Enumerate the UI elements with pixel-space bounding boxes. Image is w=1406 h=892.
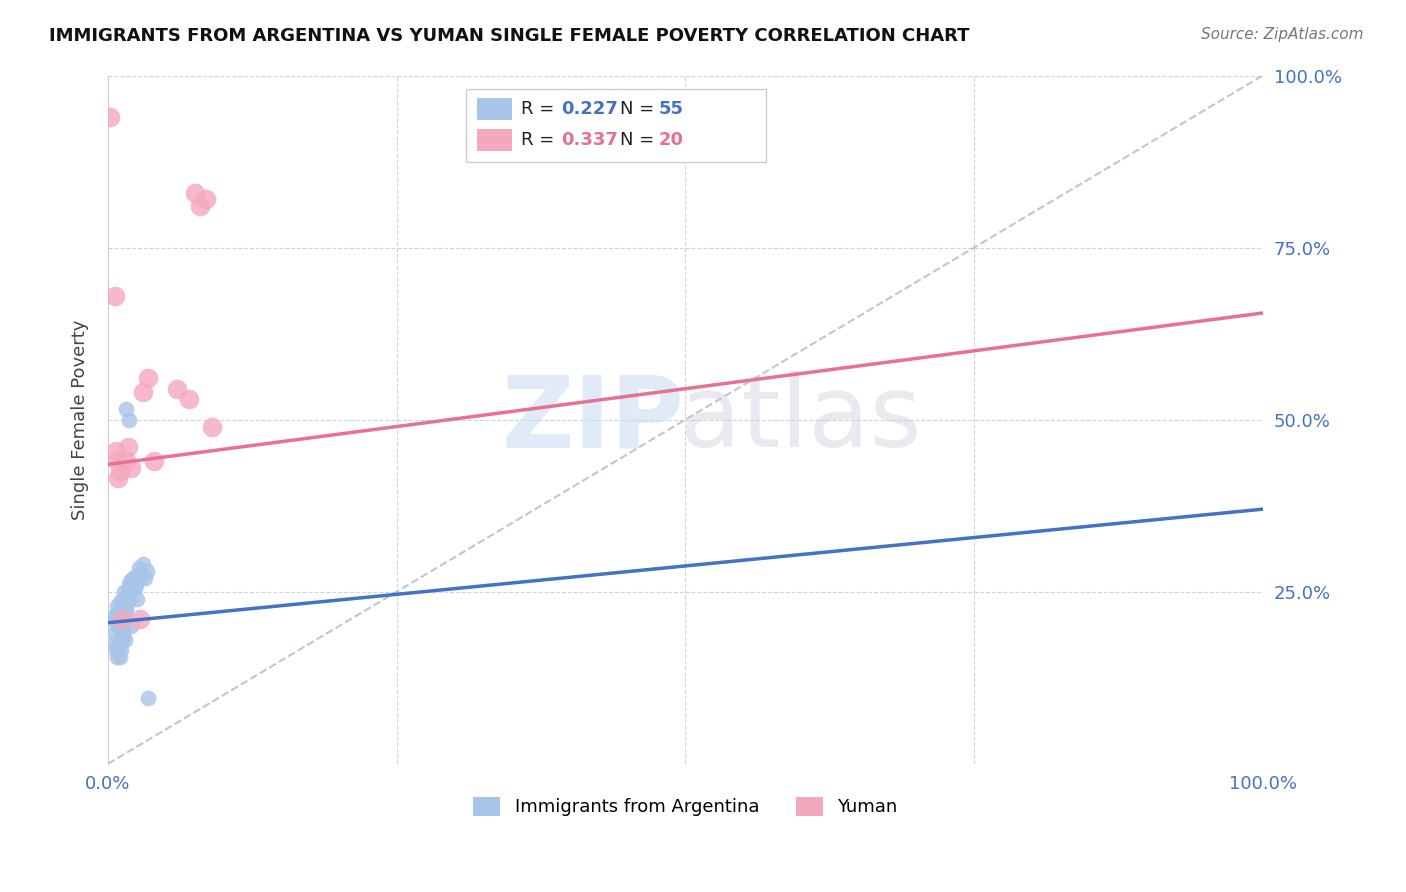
Point [138, 691, 160, 706]
Point [111, 608, 134, 623]
Point [177, 392, 200, 406]
Point [115, 602, 138, 616]
Text: Source: ZipAtlas.com: Source: ZipAtlas.com [1201, 27, 1364, 42]
Point [112, 602, 135, 616]
Point [105, 443, 128, 458]
Point [111, 591, 134, 606]
Point [120, 460, 142, 475]
Point [129, 612, 152, 626]
Point [125, 567, 148, 582]
Point [107, 471, 129, 485]
Point [125, 591, 148, 606]
Text: atlas: atlas [681, 371, 921, 468]
Point [105, 599, 128, 613]
Point [118, 412, 141, 426]
Point [118, 578, 141, 592]
Point [112, 612, 135, 626]
Point [117, 440, 139, 454]
Point [108, 595, 131, 609]
FancyBboxPatch shape [465, 89, 766, 161]
Point [121, 574, 143, 589]
Text: N =: N = [620, 130, 659, 149]
Legend: Immigrants from Argentina, Yuman: Immigrants from Argentina, Yuman [467, 789, 904, 823]
Text: 0.227: 0.227 [561, 100, 617, 118]
Point [122, 571, 145, 585]
Point [125, 578, 148, 592]
Point [115, 454, 138, 468]
Text: N =: N = [620, 100, 659, 118]
Text: 55: 55 [659, 100, 683, 118]
Point [128, 560, 150, 574]
FancyBboxPatch shape [478, 128, 512, 152]
Point [114, 591, 136, 606]
Y-axis label: Single Female Poverty: Single Female Poverty [72, 319, 89, 520]
Point [108, 464, 131, 478]
Point [124, 582, 146, 596]
Text: IMMIGRANTS FROM ARGENTINA VS YUMAN SINGLE FEMALE POVERTY CORRELATION CHART: IMMIGRANTS FROM ARGENTINA VS YUMAN SINGL… [49, 27, 970, 45]
Point [107, 640, 129, 654]
Point [111, 630, 134, 644]
Point [107, 619, 129, 633]
Point [129, 571, 152, 585]
Point [131, 385, 153, 400]
Point [201, 419, 224, 434]
Text: 0.337: 0.337 [561, 130, 617, 149]
Point [105, 454, 128, 468]
Point [136, 564, 159, 578]
Text: 20: 20 [659, 130, 683, 149]
Text: R =: R = [522, 130, 561, 149]
Point [112, 623, 135, 637]
Point [183, 186, 205, 200]
Point [114, 632, 136, 647]
Point [108, 602, 131, 616]
Point [111, 632, 134, 647]
Point [110, 643, 132, 657]
Point [110, 612, 132, 626]
Point [107, 606, 129, 620]
Point [166, 382, 188, 396]
Point [108, 619, 131, 633]
Point [104, 636, 127, 650]
Point [114, 608, 136, 623]
Point [138, 371, 160, 385]
Point [115, 402, 138, 417]
Point [105, 608, 128, 623]
Point [111, 612, 134, 626]
Point [105, 615, 128, 630]
Point [105, 643, 128, 657]
Point [117, 584, 139, 599]
Point [143, 454, 166, 468]
Point [104, 289, 127, 303]
Point [112, 584, 135, 599]
Point [105, 650, 128, 665]
FancyBboxPatch shape [478, 97, 512, 120]
Point [118, 574, 141, 589]
Point [114, 602, 136, 616]
Point [104, 626, 127, 640]
Point [118, 591, 141, 606]
Point [111, 606, 134, 620]
Point [110, 623, 132, 637]
Point [190, 199, 212, 213]
Point [131, 558, 153, 572]
Point [120, 582, 142, 596]
Point [103, 608, 125, 623]
Point [120, 619, 142, 633]
Text: ZIP: ZIP [502, 371, 685, 468]
Point [195, 193, 218, 207]
Text: R =: R = [522, 100, 561, 118]
Point [117, 595, 139, 609]
Point [98, 110, 121, 124]
Point [111, 599, 134, 613]
Point [115, 591, 138, 606]
Point [134, 571, 156, 585]
Point [108, 650, 131, 665]
